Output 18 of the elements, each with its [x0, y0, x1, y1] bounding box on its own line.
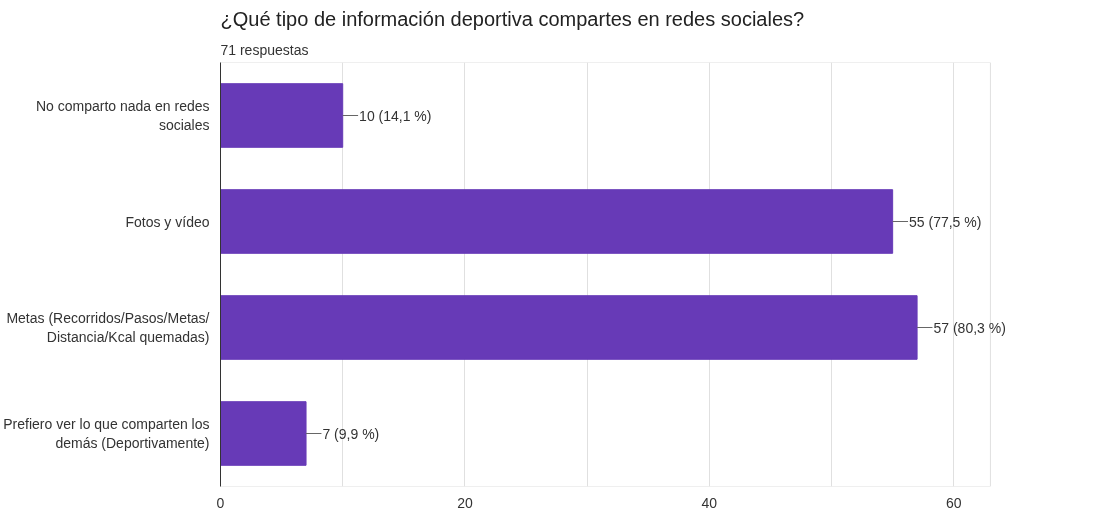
y-tick-label: No comparto nada en redes sociales: [35, 97, 210, 134]
data-label: 57 (80,3 %): [933, 319, 1006, 336]
x-tick-label: 40: [701, 494, 718, 511]
bar: [220, 189, 894, 254]
bar: [220, 401, 307, 466]
y-tick-label: Metas (Recorridos/Pasos/Metas/ Distancia/Kcal quemadas): [6, 309, 210, 346]
chart-subtitle: 71 respuestas: [220, 41, 309, 58]
data-label: 55 (77,5 %): [909, 213, 982, 230]
data-label: 10 (14,1 %): [359, 107, 432, 124]
data-label: 7 (9,9 %): [322, 425, 380, 442]
chart-title: ¿Qué tipo de información deportiva compartes en redes sociales?: [220, 7, 805, 30]
bar: [220, 83, 344, 148]
y-tick-label: Fotos y vídeo: [125, 213, 210, 230]
bar: [220, 295, 918, 360]
y-tick-label: Prefiero ver lo que comparten los demás (Deportivamente): [3, 415, 210, 452]
x-tick-label: 0: [216, 494, 225, 511]
x-tick-label: 20: [457, 494, 473, 511]
x-tick-label: 60: [945, 494, 962, 511]
